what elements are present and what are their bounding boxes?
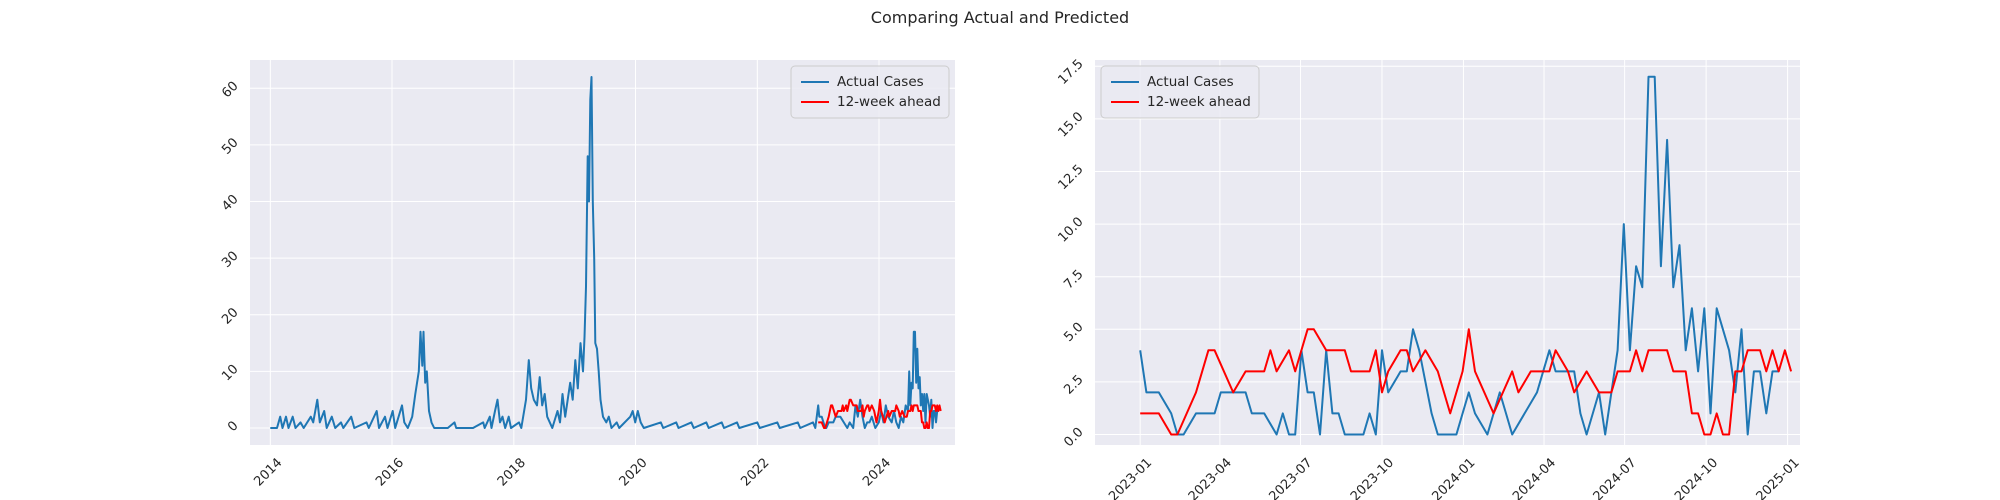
legend-label: 12-week ahead: [837, 94, 941, 110]
y-tick-label: 20: [219, 305, 241, 327]
x-tick-label: 2024-07: [1591, 455, 1640, 500]
series-line-predicted: [1140, 328, 1793, 436]
x-tick-label: 2018: [495, 455, 529, 489]
y-tick-label: 12.5: [1055, 162, 1086, 193]
y-tick-label: 10.0: [1055, 215, 1086, 246]
y-tick-label: 17.5: [1055, 57, 1086, 88]
x-tick-label: 2024-01: [1429, 455, 1478, 500]
legend-label: Actual Cases: [837, 74, 924, 90]
y-tick-label: 30: [219, 249, 241, 271]
chart-right: 0.0 2.5 5.0 7.5 10.0 12.5 15.0 17.5 2023-01 2023-…: [1055, 57, 1802, 500]
x-tick-label: 2023-04: [1186, 455, 1235, 500]
y-tick-label: 2.5: [1061, 372, 1086, 397]
x-tick-label: 2024-10: [1672, 455, 1721, 500]
legend-left: Actual Cases 12-week ahead: [790, 65, 950, 119]
y-tick-label: 10: [219, 362, 241, 384]
figure-title: Comparing Actual and Predicted: [870, 8, 1130, 27]
x-tick-label: 2016: [373, 455, 407, 489]
y-tick-label: 15.0: [1055, 109, 1086, 140]
legend-label: 12-week ahead: [1147, 94, 1251, 110]
y-tick-label: 40: [219, 192, 241, 214]
plot-area-left: [250, 60, 955, 445]
x-tick-label: 2024-04: [1510, 455, 1559, 500]
legend-box: [790, 65, 950, 119]
x-tick-label: 2023-01: [1106, 455, 1155, 500]
y-tick-label: 0.0: [1061, 425, 1086, 450]
series-line-predicted: [818, 398, 942, 429]
y-tick-label: 60: [219, 79, 241, 101]
legend-box: [1100, 65, 1260, 119]
series-line-actual: [1139, 75, 1779, 436]
y-tick-label: 0: [225, 418, 241, 434]
plot-area-right: [1095, 60, 1800, 445]
x-tick-label: 2014: [251, 455, 285, 489]
y-tick-label: 5.0: [1061, 320, 1086, 345]
x-tick-label: 2020: [617, 455, 651, 489]
x-tick-label: 2024: [860, 455, 894, 489]
x-tick-label: 2022: [738, 455, 772, 489]
chart-left: 0 10 20 30 40 50 60 2014 2016 2018 2020 2022 2024 Act…: [219, 60, 955, 489]
y-tick-label: 7.5: [1061, 267, 1086, 292]
legend-label: Actual Cases: [1147, 74, 1234, 90]
x-tick-label: 2023-10: [1348, 455, 1397, 500]
y-tick-label: 50: [219, 135, 241, 157]
legend-right: Actual Cases 12-week ahead: [1100, 65, 1260, 119]
x-tick-label: 2023-07: [1267, 455, 1316, 500]
x-tick-label: 2025-01: [1754, 455, 1803, 500]
